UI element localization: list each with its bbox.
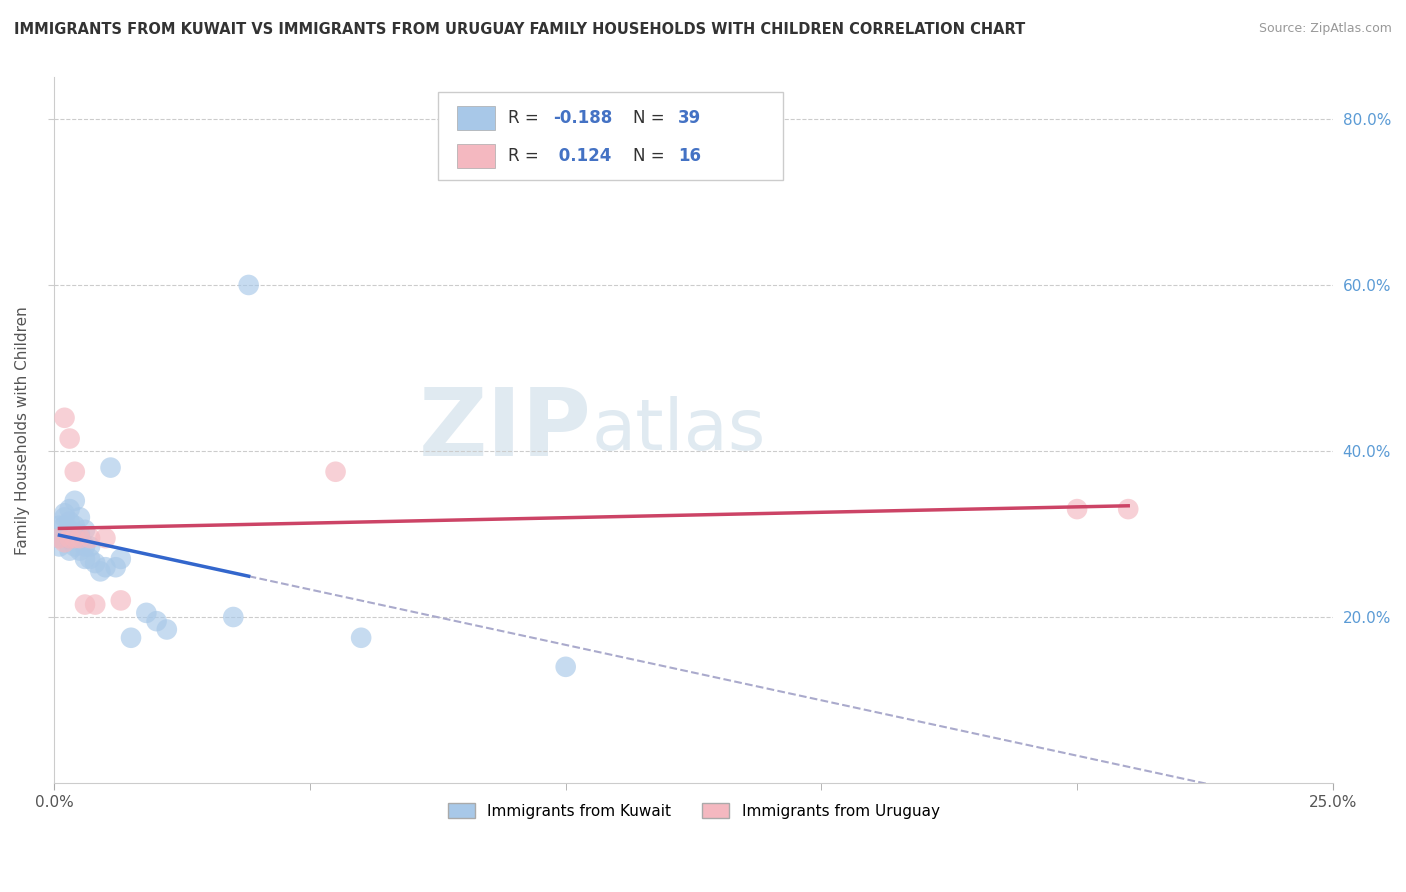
Point xyxy=(135,606,157,620)
Point xyxy=(554,660,576,674)
Point xyxy=(59,531,82,545)
Point xyxy=(73,540,96,554)
Text: atlas: atlas xyxy=(592,396,766,465)
Point xyxy=(120,631,142,645)
Point xyxy=(325,465,347,479)
Point xyxy=(53,510,76,524)
Point xyxy=(145,614,167,628)
FancyBboxPatch shape xyxy=(457,106,495,130)
Text: R =: R = xyxy=(508,110,544,128)
Text: 0.124: 0.124 xyxy=(553,147,612,166)
Text: Source: ZipAtlas.com: Source: ZipAtlas.com xyxy=(1258,22,1392,36)
Point xyxy=(73,552,96,566)
Point xyxy=(89,565,111,579)
Text: 39: 39 xyxy=(678,110,702,128)
Point xyxy=(156,623,179,637)
Point xyxy=(350,631,373,645)
Y-axis label: Family Households with Children: Family Households with Children xyxy=(15,306,30,555)
Point xyxy=(53,535,76,549)
Point xyxy=(53,531,76,545)
Point xyxy=(48,531,70,545)
Point xyxy=(104,560,127,574)
Point xyxy=(69,543,91,558)
Point xyxy=(63,540,86,554)
Text: N =: N = xyxy=(634,110,671,128)
FancyBboxPatch shape xyxy=(457,145,495,169)
Point xyxy=(73,598,96,612)
Point xyxy=(1116,502,1139,516)
Point xyxy=(69,531,91,545)
Text: R =: R = xyxy=(508,147,544,166)
Point xyxy=(222,610,245,624)
Point xyxy=(73,523,96,537)
Point xyxy=(94,560,117,574)
Point xyxy=(59,523,82,537)
Point xyxy=(59,432,82,446)
Text: 16: 16 xyxy=(678,147,702,166)
Point xyxy=(63,531,86,545)
Point xyxy=(69,531,91,545)
Text: N =: N = xyxy=(634,147,671,166)
Point xyxy=(79,540,101,554)
Point xyxy=(59,531,82,545)
Point xyxy=(63,518,86,533)
Point xyxy=(48,531,70,545)
Text: -0.188: -0.188 xyxy=(553,110,612,128)
Point xyxy=(63,527,86,541)
Point xyxy=(48,518,70,533)
Point xyxy=(53,410,76,425)
Point xyxy=(79,531,101,545)
Point xyxy=(63,493,86,508)
Point xyxy=(59,543,82,558)
Point xyxy=(84,598,107,612)
Point xyxy=(84,556,107,570)
Point xyxy=(110,552,132,566)
Legend: Immigrants from Kuwait, Immigrants from Uruguay: Immigrants from Kuwait, Immigrants from … xyxy=(441,797,946,825)
FancyBboxPatch shape xyxy=(437,92,783,180)
Point xyxy=(59,515,82,529)
Point xyxy=(110,593,132,607)
Point xyxy=(1066,502,1088,516)
Point xyxy=(63,465,86,479)
Point xyxy=(79,552,101,566)
Point xyxy=(53,518,76,533)
Point xyxy=(53,506,76,520)
Point xyxy=(100,460,122,475)
Point xyxy=(238,277,260,292)
Point xyxy=(48,540,70,554)
Text: ZIP: ZIP xyxy=(419,384,592,476)
Point xyxy=(69,527,91,541)
Point xyxy=(59,502,82,516)
Text: IMMIGRANTS FROM KUWAIT VS IMMIGRANTS FROM URUGUAY FAMILY HOUSEHOLDS WITH CHILDRE: IMMIGRANTS FROM KUWAIT VS IMMIGRANTS FRO… xyxy=(14,22,1025,37)
Point xyxy=(69,510,91,524)
Point xyxy=(94,531,117,545)
